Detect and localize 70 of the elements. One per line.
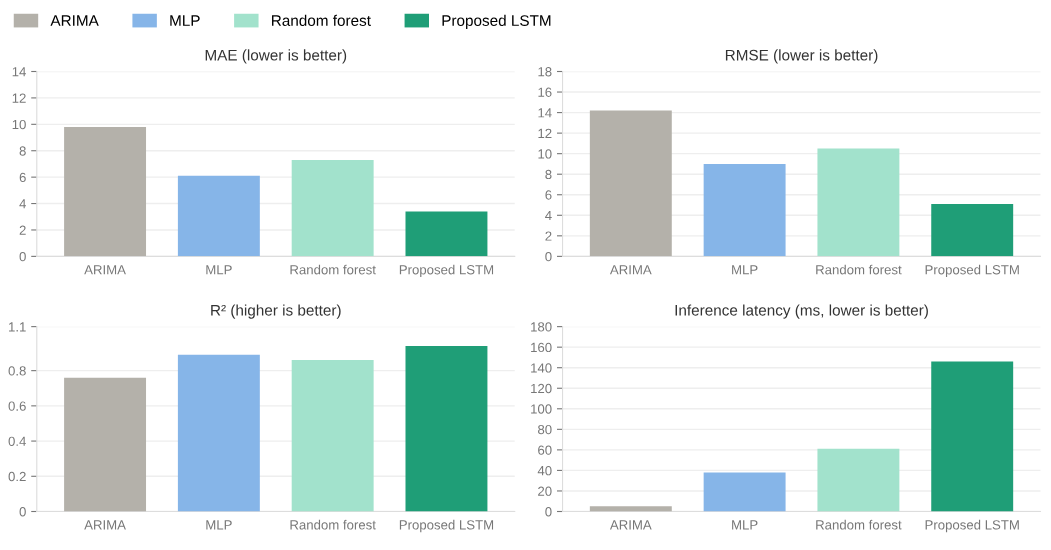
bar [589,110,672,257]
y-tick-label: 0.2 [8,471,26,482]
bar [703,163,786,257]
y-tick-label: 80 [538,424,552,435]
y-tick-label: 0.4 [8,436,26,446]
x-tick-label: Proposed LSTM [925,519,1019,533]
y-tick-label: 14 [12,67,26,77]
x-tick-label: Proposed LSTM [925,264,1019,278]
x-tick-label: MLP [732,265,758,275]
y-tick-label: 140 [531,363,552,373]
x-tick-label: Random forest [816,519,902,530]
y-tick-label: 40 [537,465,552,476]
y-tick-label: 180 [531,322,552,332]
x-tick-label: ARIMA [84,265,126,275]
x-tick-label: MLP [732,520,758,530]
y-tick-label: 8 [19,146,26,156]
y-tick-label: 0 [19,251,26,262]
x-tick-label: ARIMA [609,265,652,275]
y-tick-label: 12 [12,93,26,103]
y-tick-label: 8 [545,169,552,180]
y-tick-label: 0.6 [8,401,26,411]
chart-title: RMSE (lower is better) [725,49,878,64]
x-tick-label: MLP [206,265,232,275]
y-tick-label: 1.1 [9,322,26,332]
y-tick-label: 10 [538,149,552,159]
y-tick-label: 14 [538,108,552,118]
x-tick-label: MLP [206,520,232,530]
y-tick-label: 100 [531,404,552,414]
legend-label: ARIMA [50,15,99,26]
y-tick-label: 0 [19,507,26,517]
bar [703,472,786,512]
bar [817,448,900,512]
y-tick-label: 2 [545,231,552,241]
y-tick-label: 4 [19,199,26,209]
bar [931,203,1014,257]
x-tick-label: ARIMA [84,520,126,530]
chart-title: Inference latency (ms, lower is better) [675,304,928,319]
bar [291,360,374,512]
y-tick-label: 0.8 [8,366,26,376]
x-tick-label: Random forest [290,264,376,275]
y-tick-label: 4 [545,210,552,221]
x-tick-label: Proposed LSTM [399,519,494,533]
x-tick-label: Random forest [816,264,902,275]
chart-title: MAE (lower is better) [205,49,347,64]
bar [64,377,147,512]
legend-label: Random forest [272,14,371,26]
x-tick-label: Proposed LSTM [399,264,494,278]
bar [177,354,260,512]
y-tick-label: 0 [545,507,552,517]
y-tick-label: 120 [531,383,552,394]
y-tick-label: 0 [545,251,552,262]
bar [589,506,672,512]
legend-label: Proposed LSTM [442,14,551,29]
y-tick-label: 20 [538,486,552,496]
y-tick-label: 60 [538,445,552,455]
bar [405,345,488,512]
x-tick-label: Random forest [290,519,376,530]
bar [931,361,1014,512]
y-tick-label: 10 [12,119,26,130]
y-tick-label: 6 [19,172,26,183]
legend-label: MLP [170,15,200,26]
y-tick-label: 18 [538,67,552,77]
y-tick-label: 160 [531,342,552,353]
bar [817,148,900,257]
y-tick-label: 6 [545,190,552,200]
y-tick-label: 12 [538,128,552,138]
y-tick-label: 16 [538,87,552,97]
y-tick-label: 2 [19,225,26,235]
x-tick-label: ARIMA [609,520,652,530]
chart-title: R² (higher is better) [211,304,341,319]
